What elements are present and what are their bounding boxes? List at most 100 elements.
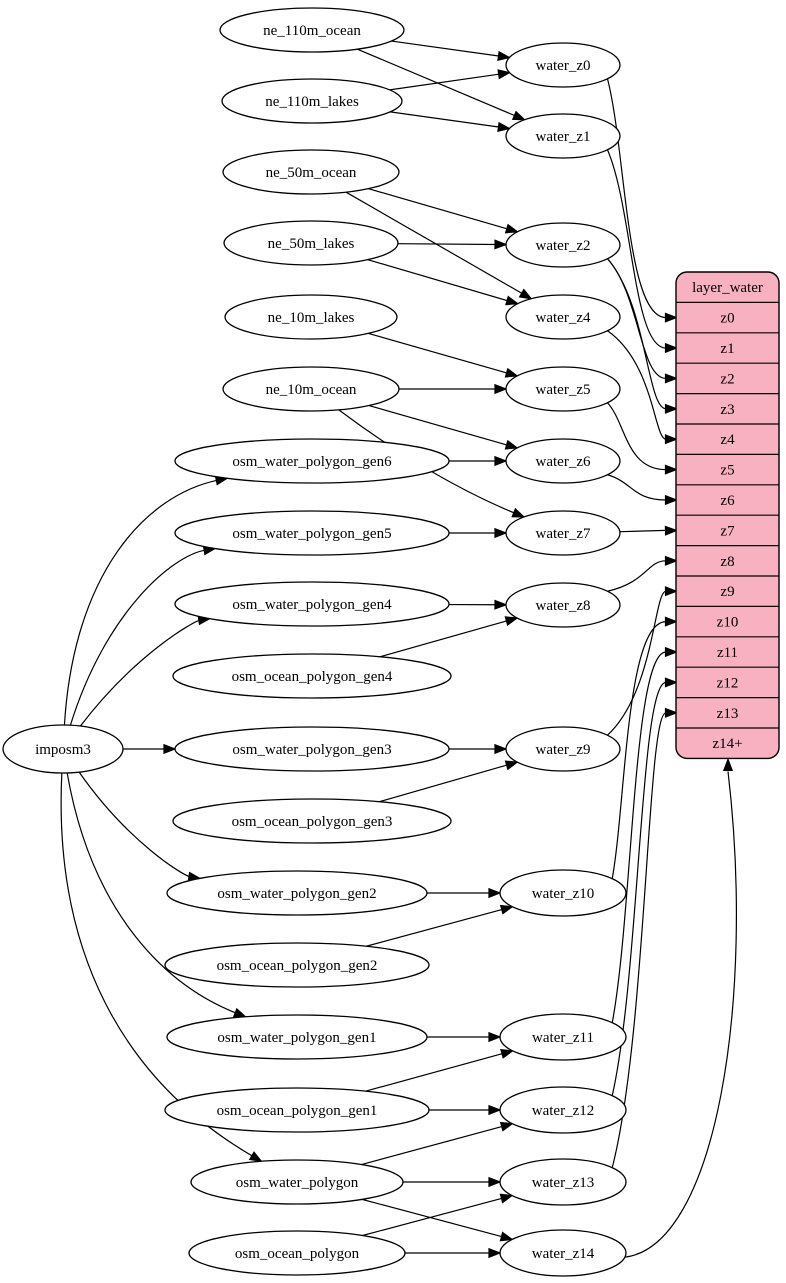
arrowhead — [664, 616, 679, 627]
arrowhead — [499, 904, 515, 915]
node-water_z4: water_z4 — [505, 294, 621, 340]
node-ne_10m_ocean: ne_10m_ocean — [222, 366, 400, 412]
node-label: water_z2 — [536, 238, 591, 254]
edge-osm_ocean_polygon-water_z14 — [404, 1247, 502, 1259]
node-ellipse — [166, 1014, 428, 1060]
node-label: ne_10m_ocean — [266, 382, 357, 398]
node-ne_110m_lakes: ne_110m_lakes — [221, 78, 403, 124]
node-label: water_z12 — [532, 1103, 594, 1119]
node-ne_10m_lakes: ne_10m_lakes — [224, 294, 398, 340]
arrowhead — [504, 616, 519, 627]
node-water_z5: water_z5 — [505, 366, 621, 412]
edge-ne_110m_ocean-water_z1 — [357, 48, 527, 121]
arrowhead — [497, 121, 512, 132]
arrowhead — [494, 527, 508, 539]
edge-water_z8-z8 — [607, 555, 679, 592]
arrowhead — [504, 223, 520, 234]
node-osm_ocean_polygon_gen4: osm_ocean_polygon_gen4 — [172, 653, 452, 699]
node-label: imposm3 — [35, 742, 91, 758]
node-ellipse — [505, 42, 621, 88]
node-ellipse — [505, 366, 621, 412]
edge-osm_ocean_polygon_gen1-water_z12 — [429, 1104, 502, 1116]
node-ellipse — [174, 726, 450, 772]
node-ellipse — [222, 149, 400, 195]
node-imposm3: imposm3 — [2, 724, 124, 774]
node-label: osm_water_polygon_gen5 — [232, 526, 391, 542]
arrowhead — [500, 1048, 515, 1059]
node-label: osm_water_polygon_gen2 — [217, 886, 376, 902]
arrowhead — [664, 434, 679, 445]
node-label: ne_110m_lakes — [265, 94, 359, 110]
node-label: water_z10 — [532, 886, 594, 902]
arrowhead — [248, 1151, 263, 1163]
node-ellipse — [164, 942, 430, 988]
edge-water_z7-z7 — [619, 525, 679, 536]
arrowhead — [518, 288, 533, 300]
arrowhead — [488, 1176, 502, 1188]
arrowhead — [664, 373, 679, 384]
node-label: water_z11 — [532, 1030, 594, 1046]
arrowhead — [232, 1007, 248, 1018]
edges — [60, 40, 738, 1259]
edge-ne_50m_ocean-water_z4 — [345, 191, 533, 300]
arrowhead — [499, 1121, 515, 1132]
node-ne_50m_ocean: ne_50m_ocean — [222, 149, 400, 195]
arrowhead — [494, 383, 508, 395]
edge-osm_water_polygon_gen6-water_z6 — [449, 455, 508, 467]
node-ellipse — [505, 113, 621, 159]
arrowhead — [488, 1247, 502, 1259]
arrowhead — [488, 1104, 502, 1116]
edge-ne_110m_lakes-water_z0 — [389, 69, 512, 91]
edge-imposm3-osm_water_polygon_gen5 — [69, 545, 217, 726]
edge-osm_water_polygon-water_z12 — [361, 1121, 515, 1166]
node-osm_water_polygon_gen4: osm_water_polygon_gen4 — [174, 581, 450, 627]
node-ellipse — [221, 78, 403, 124]
node-label: osm_water_polygon_gen4 — [232, 597, 392, 613]
node-label: water_z6 — [536, 454, 591, 470]
node-osm_ocean_polygon_gen2: osm_ocean_polygon_gen2 — [164, 942, 430, 988]
node-ellipse — [505, 510, 621, 556]
edge-water_z1-z1 — [606, 149, 679, 354]
table-row-z8: z8 — [720, 554, 734, 570]
node-water_z8: water_z8 — [505, 582, 621, 628]
edge-osm_water_polygon_gen3-water_z9 — [448, 743, 508, 755]
arrowhead — [505, 295, 520, 306]
arrowhead — [504, 439, 519, 450]
node-ellipse — [172, 798, 452, 844]
node-water_z6: water_z6 — [505, 438, 621, 484]
node-ellipse — [174, 438, 450, 484]
arrowhead — [511, 110, 527, 121]
edge-water_z0-z0 — [606, 78, 679, 323]
table-layer_water: layer_water z0 z1 z2 z3 z4 z5 z6 z7 z8 z9 z10 z11 z12… — [675, 271, 780, 760]
table-row-z2: z2 — [720, 371, 734, 387]
arrowhead — [664, 464, 679, 475]
node-ellipse — [164, 1087, 430, 1133]
node-water_z13: water_z13 — [499, 1158, 627, 1206]
node-water_z7: water_z7 — [505, 510, 621, 556]
edge-osm_water_polygon_gen4-water_z8 — [448, 599, 508, 610]
node-water_z14: water_z14 — [499, 1229, 627, 1277]
node-label: osm_ocean_polygon_gen4 — [232, 669, 393, 685]
node-label: osm_ocean_polygon_gen1 — [217, 1103, 378, 1119]
node-label: ne_50m_ocean — [266, 165, 357, 181]
arrowhead — [664, 586, 679, 597]
arrowhead — [497, 50, 512, 61]
arrowhead — [504, 367, 519, 378]
arrowhead — [664, 525, 679, 536]
table-row-z11: z11 — [717, 645, 738, 661]
arrowhead — [494, 239, 508, 250]
edge-ne_110m_ocean-water_z0 — [391, 40, 512, 61]
edge-water_z4-z4 — [607, 330, 679, 445]
node-label: ne_110m_ocean — [263, 23, 361, 39]
arrowhead — [664, 707, 679, 718]
arrowhead — [511, 507, 526, 518]
arrowhead — [499, 1193, 514, 1204]
edge-water_z11-z11 — [611, 646, 679, 1023]
edge-osm_ocean_polygon_gen4-water_z8 — [379, 616, 519, 658]
node-water_z10: water_z10 — [499, 869, 627, 917]
table-row-z12: z12 — [717, 675, 739, 691]
node-ellipse — [190, 1159, 404, 1205]
arrowhead — [497, 69, 512, 80]
arrowhead — [664, 646, 679, 658]
node-label: osm_water_polygon — [236, 1175, 359, 1191]
